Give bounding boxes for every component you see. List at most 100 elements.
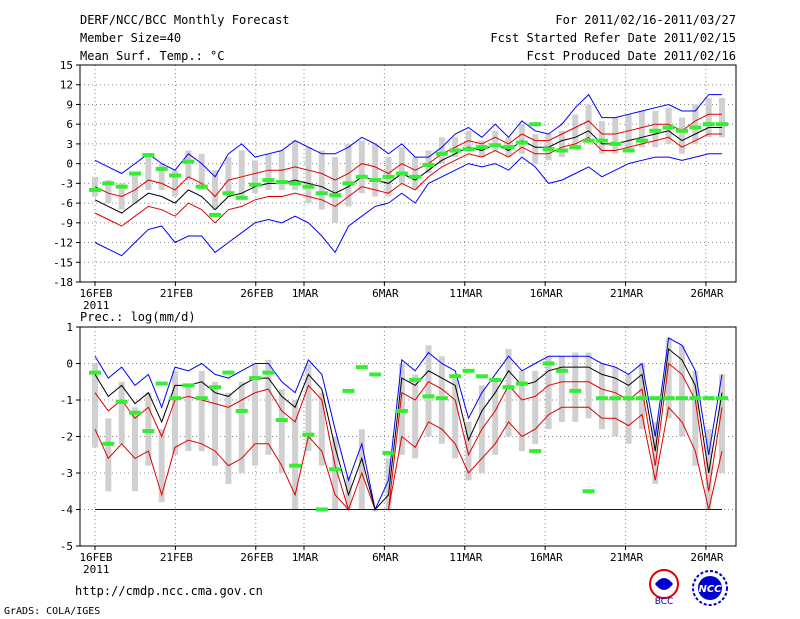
- series-p90-line: [94, 113, 722, 198]
- ensemble-box: [505, 348, 512, 437]
- x-tick-label: 11MAR: [449, 551, 482, 564]
- y-tick-label: -2: [60, 431, 73, 444]
- observed-marker: [582, 489, 595, 494]
- ensemble-box: [385, 458, 392, 510]
- observed-marker: [275, 180, 288, 185]
- observed-marker: [569, 145, 582, 150]
- observed-marker: [435, 396, 448, 401]
- source-url[interactable]: http://cmdp.ncc.cma.gov.cn: [75, 584, 263, 598]
- y-tick-label: -15: [53, 256, 73, 269]
- series-min-line: [94, 153, 722, 257]
- series-mean-line: [94, 347, 723, 511]
- x-year-label: 2011: [83, 563, 110, 576]
- observed-marker: [409, 377, 422, 382]
- observed-marker: [395, 171, 408, 176]
- observed-marker: [182, 383, 195, 388]
- observed-marker: [115, 399, 128, 404]
- ensemble-box: [425, 150, 432, 174]
- y-tick-label: 0: [66, 358, 73, 371]
- observed-marker: [169, 173, 182, 178]
- ensemble-box: [105, 418, 112, 492]
- ncc-logo-text: NCC: [698, 584, 722, 595]
- observed-marker: [649, 396, 662, 401]
- observed-marker: [382, 174, 395, 179]
- x-tick-label: 6MAR: [372, 287, 399, 300]
- ensemble-box: [652, 421, 659, 484]
- plot-frame: [79, 326, 737, 547]
- x-tick-label: 26MAR: [690, 551, 723, 564]
- ensemble-box: [412, 374, 419, 459]
- observed-marker: [315, 191, 328, 196]
- y-tick-label: 15: [60, 59, 73, 72]
- ensemble-box: [292, 400, 299, 510]
- observed-marker: [142, 153, 155, 158]
- observed-marker: [155, 381, 168, 386]
- observed-marker: [635, 396, 648, 401]
- observed-marker: [249, 376, 262, 381]
- plot-frame: [79, 64, 737, 283]
- observed-marker: [89, 370, 101, 375]
- ensemble-box: [145, 157, 152, 190]
- ensemble-box: [92, 363, 98, 448]
- ensemble-box: [265, 359, 272, 455]
- variable-label: Mean Surf. Temp.: °C: [80, 49, 225, 63]
- ensemble-box: [438, 137, 445, 164]
- x-tick-label: 26MAR: [690, 287, 723, 300]
- prec-subtitle: Prec.: log(mm/d): [80, 310, 196, 324]
- observed-marker: [115, 184, 128, 189]
- observed-marker: [355, 174, 368, 179]
- ensemble-box: [719, 374, 725, 473]
- ensemble-box: [572, 352, 579, 422]
- observed-marker: [289, 463, 302, 468]
- observed-marker: [369, 372, 382, 377]
- y-tick-label: 3: [66, 138, 73, 151]
- y-tick-label: 12: [60, 79, 73, 92]
- x-tick-label: 21MAR: [610, 551, 643, 564]
- observed-marker: [262, 370, 275, 375]
- fcst-produced-date: Fcst Produced Date 2011/02/16: [526, 49, 736, 63]
- observed-marker: [342, 388, 355, 393]
- ensemble-box: [692, 104, 699, 144]
- observed-marker: [555, 368, 568, 373]
- ensemble-box: [398, 147, 405, 184]
- ensemble-box: [358, 140, 365, 194]
- x-tick-label: 21MAR: [610, 287, 643, 300]
- observed-marker: [129, 410, 142, 415]
- ensemble-box: [638, 111, 645, 148]
- ensemble-box: [305, 363, 312, 452]
- series-max-line: [94, 337, 723, 512]
- observed-marker: [689, 396, 702, 401]
- ensemble-box: [612, 117, 619, 154]
- x-tick-label: 1MAR: [292, 287, 319, 300]
- observed-marker: [595, 138, 608, 143]
- ensemble-box: [292, 140, 299, 190]
- series-p10-line: [94, 133, 722, 227]
- observed-marker: [542, 147, 555, 152]
- observed-marker: [569, 388, 582, 393]
- observed-marker: [635, 138, 648, 143]
- ensemble-box: [705, 97, 712, 138]
- observed-marker: [622, 396, 635, 401]
- x-tick-label: 21FEB: [160, 551, 193, 564]
- observed-marker: [209, 385, 222, 390]
- observed-marker: [515, 140, 528, 145]
- ensemble-box: [318, 150, 325, 210]
- y-tick-label: 0: [66, 158, 73, 171]
- observed-marker: [702, 396, 715, 401]
- observed-marker: [489, 377, 502, 382]
- y-tick-label: 9: [66, 98, 73, 111]
- ensemble-box: [532, 134, 539, 164]
- observed-marker: [169, 396, 182, 401]
- y-tick-label: -3: [60, 177, 73, 190]
- ensemble-box: [518, 124, 525, 154]
- observed-marker: [275, 418, 288, 423]
- observed-marker: [209, 212, 222, 217]
- ensemble-box: [492, 130, 499, 151]
- x-tick-label: 11MAR: [449, 287, 482, 300]
- observed-marker: [662, 125, 675, 130]
- observed-marker: [489, 143, 502, 148]
- x-year-label: 2011: [83, 299, 110, 312]
- ensemble-box: [425, 345, 432, 437]
- y-tick-label: -1: [60, 394, 73, 407]
- observed-marker: [395, 408, 408, 413]
